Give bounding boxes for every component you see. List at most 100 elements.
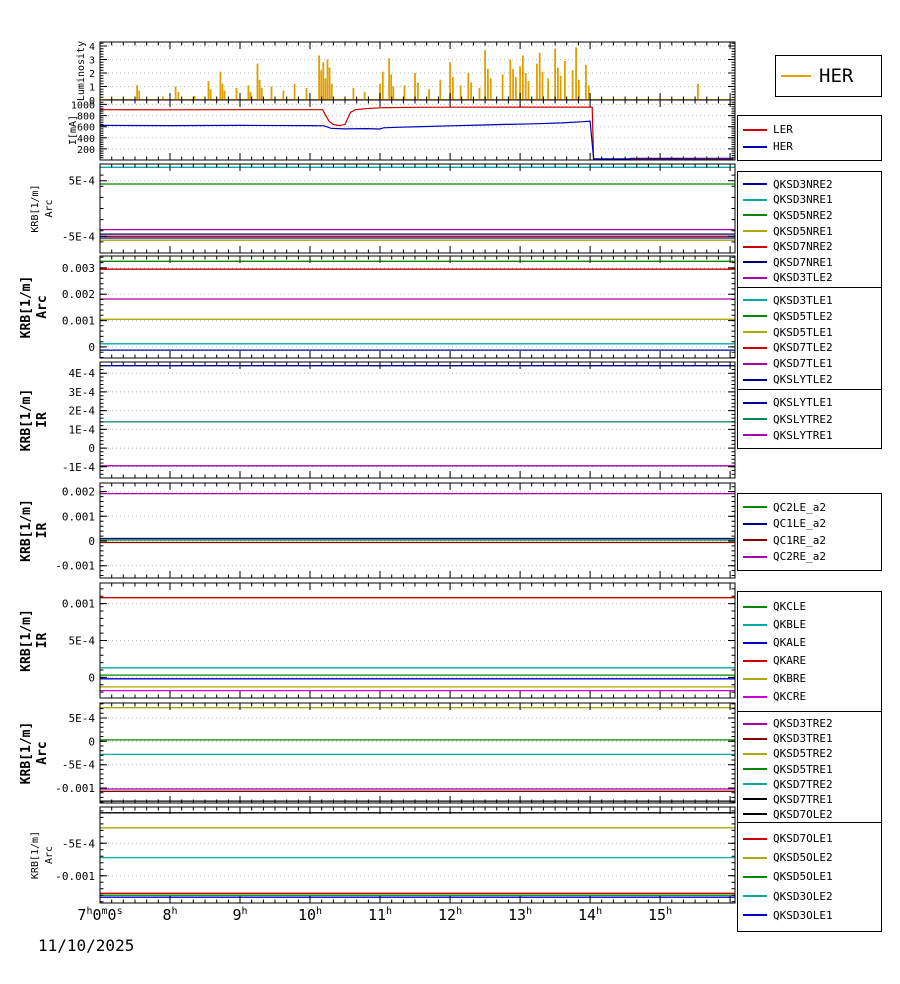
legend-box: QKSD3NRE2 QKSD3NRE1 QKSD5NRE2 QKSD5NRE1 QKSD…: [737, 171, 882, 291]
legend-line-swatch: [743, 522, 767, 525]
y-tick-label: 1: [89, 83, 95, 94]
legend-entry-QKSD5TLE1: QKSD5TLE1: [743, 327, 876, 338]
legend-entry-QKSLYTRE1: QKSLYTRE1: [743, 430, 876, 441]
legend-line-swatch: [743, 362, 767, 365]
legend-entry-HER: HER: [781, 66, 876, 86]
x-tick-label: 10h: [297, 906, 323, 924]
legend-label: QKSD5NRE2: [773, 208, 833, 222]
legend-entry-QKSD5OLE2: QKSD5OLE2: [743, 852, 876, 863]
legend-label: QKSD7TLE2: [773, 341, 833, 355]
legend-line-swatch: [743, 798, 767, 801]
legend-label: QKSD3TRE2: [773, 717, 833, 731]
x-tick-label: 13h: [508, 906, 533, 924]
date-label: 11/10/2025: [38, 936, 135, 955]
legend-entry-LER: LER: [743, 124, 876, 135]
y-tick-label: 0.001: [62, 598, 95, 611]
legend-entry-QC2RE_a2: QC2RE_a2: [743, 551, 876, 562]
legend-label: QKSD7TRE1: [773, 792, 833, 806]
legend-line-swatch: [781, 75, 811, 77]
x-tick-label: 14h: [578, 906, 603, 924]
legend-entry-HER: HER: [743, 141, 876, 152]
major-ticks: [99, 483, 735, 578]
legend-label: QKBRE: [773, 672, 807, 685]
legend-label: QKSLYTLE2: [773, 373, 833, 387]
y-tick-label: 5E-4: [69, 635, 96, 648]
legend-entry-QKSD3NRE1: QKSD3NRE1: [743, 194, 876, 205]
y-tick-label: 0: [88, 671, 95, 684]
legend-box: QC2LE_a2 QC1LE_a2 QC1RE_a2 QC2RE_a2: [737, 493, 882, 571]
legend-entry-QKSLYTLE2: QKSLYTLE2: [743, 374, 876, 385]
legend-entry-QKSD3OLE1: QKSD3OLE1: [743, 910, 876, 921]
minor-ticks: [100, 807, 735, 903]
y-axis-label: Arc: [44, 846, 55, 864]
legend-line-swatch: [743, 331, 767, 334]
legend-label: QKSD3NRE1: [773, 193, 833, 207]
legend-line-swatch: [743, 506, 767, 509]
y-tick-label: 5E-4: [69, 175, 96, 188]
legend-line-swatch: [743, 230, 767, 232]
legend-line-swatch: [743, 539, 767, 542]
y-tick-label: -0.001: [55, 870, 95, 883]
legend-entry-QKSD5TRE1: QKSD5TRE1: [743, 764, 876, 775]
legend-label: QC1LE_a2: [773, 517, 826, 531]
legend-label: QKSD3TLE2: [773, 271, 833, 285]
y-tick-label: 0: [88, 535, 95, 548]
y-axis-label: I[mA]: [68, 115, 79, 145]
gridlines: [100, 267, 735, 348]
major-ticks: [99, 703, 735, 803]
y-axis-label: KRB[1/m]: [30, 831, 41, 879]
legend-entry-QKSD5NRE2: QKSD5NRE2: [743, 210, 876, 221]
legend-label: QKARE: [773, 654, 807, 667]
gridlines: [100, 842, 735, 877]
panel-arc-tre: 5E-4 0 -5E-4 -0.001 KRB[1/m] Arc: [19, 702, 736, 804]
y-axis-label: KRB[1/m]: [19, 499, 34, 562]
legend-entry-QKSD5TRE2: QKSD5TRE2: [743, 748, 876, 759]
legend-label: QKSD7TLE1: [773, 357, 833, 371]
legend-box: QKSLYTLE1 QKSLYTRE2 QKSLYTRE1: [737, 389, 882, 449]
legend-entry-QKSD7TRE1: QKSD7TRE1: [743, 794, 876, 805]
legend-label: QKSD7OLE2: [773, 807, 833, 821]
legend-entry-QKSD3TRE2: QKSD3TRE2: [743, 718, 876, 729]
legend-line-swatch: [743, 315, 767, 318]
panel-frame: [99, 582, 736, 699]
legend-label: QKSD5TRE1: [773, 762, 833, 776]
y-axis-label: IR: [35, 412, 50, 428]
legend-entry-QKSLYTRE2: QKSLYTRE2: [743, 414, 876, 425]
legend-label: QKSD5OLE1: [773, 870, 833, 884]
legend-label: QKSD7TRE2: [773, 777, 833, 791]
legend-box: LER HER: [737, 115, 882, 161]
minor-ticks: [100, 99, 735, 161]
legend-entry-QKSD3TRE1: QKSD3TRE1: [743, 733, 876, 744]
legend-line-swatch: [743, 659, 767, 662]
gridlines: [100, 603, 735, 678]
legend-entry-QKSD7TLE1: QKSD7TLE1: [743, 358, 876, 369]
legend-line-swatch: [743, 605, 767, 608]
legend-entry-QKSLYTLE1: QKSLYTLE1: [743, 397, 876, 408]
panel-frame: [99, 255, 736, 359]
legend-line-swatch: [743, 378, 767, 381]
legend-entry-QKSD7TRE2: QKSD7TRE2: [743, 779, 876, 790]
panel-frame: [99, 806, 736, 904]
minor-ticks: [100, 42, 735, 101]
y-tick-label: 400: [77, 134, 95, 145]
y-axis-label: KRB[1/m]: [19, 276, 34, 339]
minor-ticks: [100, 362, 735, 478]
y-tick-label: 0.003: [62, 262, 95, 275]
legend-entry-QKBLE: QKBLE: [743, 619, 876, 630]
panel-ir-qksly: 4E-4 3E-4 2E-4 1E-4 0 -1E-4 KRB[1/m] IR: [19, 361, 736, 479]
legend-box: QKCLE QKBLE QKALE QKARE QKBRE QKCRE: [737, 591, 882, 712]
y-tick-label: 1E-4: [69, 423, 96, 436]
legend-entry-QKSD3TLE1: QKSD3TLE1: [743, 295, 876, 306]
legend-entry-QKSD5TLE2: QKSD5TLE2: [743, 311, 876, 322]
legend-label: QKSLYTRE2: [773, 412, 833, 426]
y-tick-label: 0: [88, 442, 95, 455]
y-axis-label: Arc: [44, 199, 55, 217]
x-tick-label: 8h: [162, 906, 178, 924]
y-axis-label: KRB[1/m]: [19, 722, 34, 785]
legend-entry-QKSD7NRE1: QKSD7NRE1: [743, 257, 876, 268]
legend-entry-QC1RE_a2: QC1RE_a2: [743, 535, 876, 546]
legend-line-swatch: [743, 783, 767, 786]
y-tick-label: 2: [89, 69, 95, 80]
